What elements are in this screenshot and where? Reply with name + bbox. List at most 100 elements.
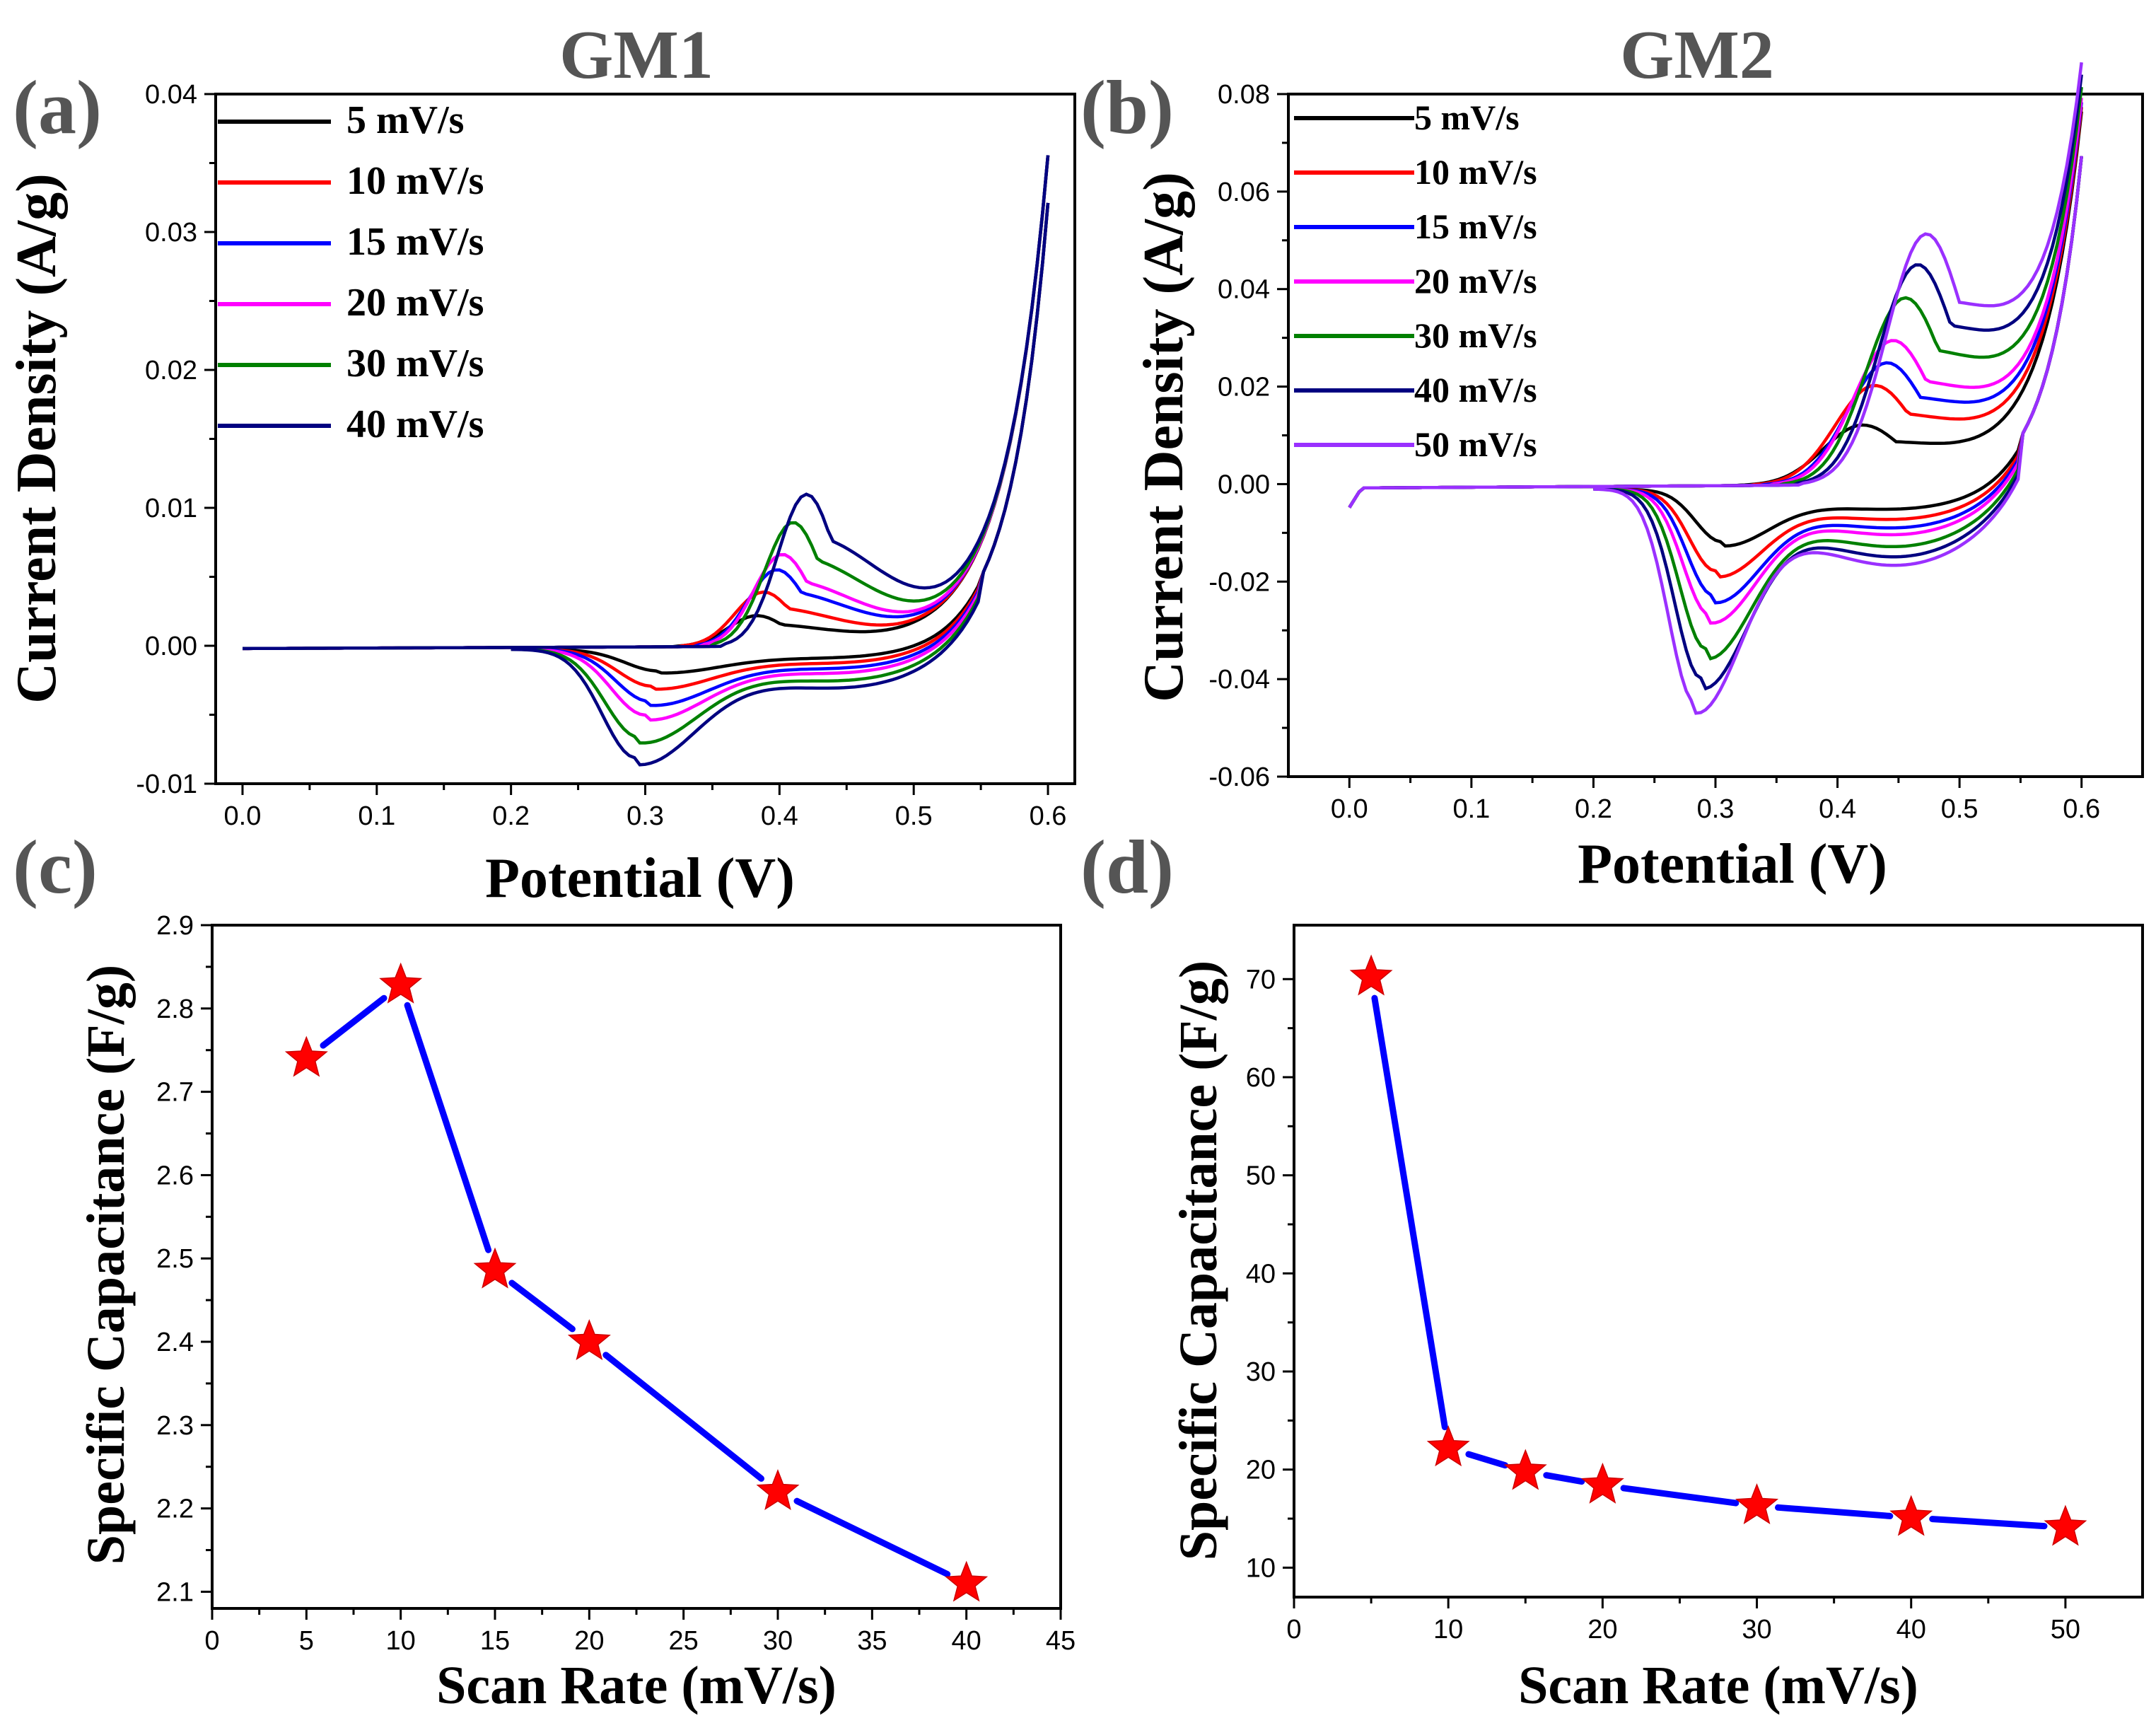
x-axis-label: Potential (V) [485, 847, 795, 910]
y-tick-label: 0.00 [1218, 470, 1270, 499]
data-point-star [379, 962, 423, 1004]
x-tick-label: 0.0 [224, 801, 262, 831]
data-point-star [1580, 1462, 1624, 1504]
legend-label: 30 mV/s [346, 342, 484, 385]
x-tick-label: 0.5 [895, 801, 933, 831]
y-tick-label: -0.02 [1208, 567, 1270, 597]
y-tick-label: 40 [1246, 1259, 1276, 1289]
y-tick-label: -0.06 [1208, 762, 1270, 792]
panel-a-cv-gm1: 0.0 0.1 0.2 0.3 0.4 0.5 0.6 -0.01 0.00 0.01 0.02 0.… [6, 80, 1076, 910]
data-point-star [945, 1560, 989, 1602]
x-tick-label: 50 [2051, 1615, 2080, 1644]
x-tick-label: 30 [1742, 1615, 1771, 1644]
capacitance-line-segment [1465, 1451, 1509, 1469]
y-tick-label: 50 [1246, 1161, 1276, 1191]
y-tick-label: 2.6 [156, 1161, 194, 1190]
legend-label: 40 mV/s [1414, 370, 1537, 410]
y-tick-label: 70 [1246, 965, 1276, 994]
title-gm2: GM2 [1620, 17, 1774, 93]
data-point-star [284, 1035, 328, 1077]
x-axis-label: Potential (V) [1578, 833, 1887, 895]
panel-letter-b: (b) [1080, 66, 1174, 150]
y-tick-label: 2.7 [156, 1078, 194, 1108]
y-tick-label: 10 [1246, 1553, 1276, 1583]
y-tick-label: 0.02 [1218, 373, 1270, 402]
y-tick-label: 0.06 [1218, 178, 1270, 207]
x-tick-label: 10 [386, 1626, 416, 1656]
panel-letter-c: (c) [13, 825, 98, 910]
capacitance-line-segment [320, 994, 388, 1049]
data-point-star [1426, 1425, 1470, 1467]
x-tick-label: 15 [480, 1626, 510, 1656]
x-tick-label: 0.2 [1575, 794, 1612, 824]
panel-b-cv-gm2: 0.0 0.1 0.2 0.3 0.4 0.5 0.6 -0.06 -0.04 -0.02 0.00… [1133, 62, 2144, 895]
x-tick-label: 5 [299, 1626, 314, 1656]
y-tick-label: 2.5 [156, 1244, 194, 1274]
y-tick-label: 0.04 [1218, 275, 1270, 305]
y-tick-label: 2.1 [156, 1577, 194, 1607]
x-tick-label: 0 [204, 1626, 219, 1656]
x-tick-label: 40 [952, 1626, 981, 1656]
data-point-star [2044, 1504, 2087, 1546]
x-tick-label: 0.3 [627, 801, 664, 831]
y-tick-label: 2.9 [156, 911, 194, 941]
capacitance-line-segment [508, 1280, 576, 1333]
legend-label: 20 mV/s [346, 281, 484, 325]
x-tick-label: 30 [763, 1626, 793, 1656]
capacitance-line-segment [404, 1002, 492, 1253]
y-tick-label: -0.04 [1208, 665, 1270, 695]
capacitance-line-segment [1543, 1472, 1585, 1485]
y-tick-label: 0.04 [145, 80, 197, 110]
data-point-star [473, 1247, 517, 1289]
x-tick-label: 0.6 [2063, 794, 2100, 824]
data-point-star [1889, 1495, 1933, 1536]
capacitance-line-segment [602, 1352, 764, 1482]
y-axis-label: Specific Capacitance (F/g) [76, 965, 136, 1565]
y-tick-label: 20 [1246, 1456, 1276, 1485]
capacitance-line-segment [1929, 1516, 2048, 1530]
y-tick-label: 0.08 [1218, 80, 1270, 110]
y-axis-label: Current Density (A/g) [6, 173, 68, 704]
y-tick-label: 30 [1246, 1357, 1276, 1387]
y-axis-label: Specific Capacitance (F/g) [1169, 961, 1228, 1560]
x-axis-label: Scan Rate (mV/s) [1518, 1656, 1918, 1715]
y-tick-label: 0.01 [145, 494, 197, 523]
legend-label: 5 mV/s [1414, 98, 1520, 137]
x-tick-label: 10 [1433, 1615, 1463, 1644]
title-gm1: GM1 [559, 17, 713, 93]
data-point-star [756, 1469, 800, 1510]
x-tick-label: 0.2 [492, 801, 530, 831]
y-tick-label: -0.01 [136, 770, 197, 799]
panel-letter-a: (a) [13, 66, 102, 150]
legend-label: 5 mV/s [346, 98, 464, 142]
capacitance-line-segment [1371, 994, 1448, 1431]
x-tick-label: 40 [1896, 1615, 1926, 1644]
plot-frame [214, 93, 1076, 785]
x-tick-label: 0.1 [1452, 794, 1490, 824]
plot-frame [211, 924, 1062, 1610]
x-tick-label: 0.0 [1331, 794, 1368, 824]
y-tick-label: 2.8 [156, 994, 194, 1024]
x-axis-label: Scan Rate (mV/s) [436, 1656, 837, 1715]
legend-label: 10 mV/s [346, 159, 484, 203]
legend-label: 50 mV/s [1414, 424, 1537, 464]
y-axis-label: Current Density (A/g) [1133, 172, 1195, 702]
plot-frame [1293, 924, 2144, 1599]
y-tick-label: 2.3 [156, 1411, 194, 1441]
legend-label: 30 mV/s [1414, 315, 1537, 355]
y-tick-label: 0.02 [145, 356, 197, 385]
x-tick-label: 0 [1286, 1615, 1301, 1644]
x-tick-label: 0.4 [761, 801, 798, 831]
y-tick-label: 2.4 [156, 1328, 194, 1357]
panel-d-capacitance-gm2: 0 10 20 30 40 50 10 20 30 40 50 60 70 Scan Rate (mV/s… [1169, 924, 2144, 1715]
x-tick-label: 35 [857, 1626, 887, 1656]
x-tick-label: 0.3 [1697, 794, 1735, 824]
y-tick-label: 2.2 [156, 1495, 194, 1524]
y-tick-label: 60 [1246, 1063, 1276, 1093]
capacitance-line-segment [1620, 1485, 1740, 1507]
x-tick-label: 20 [1587, 1615, 1617, 1644]
capacitance-line-segment [793, 1497, 951, 1577]
legend-label: 10 mV/s [1414, 152, 1537, 192]
cv-curve-50-mv-s [1348, 62, 2083, 715]
